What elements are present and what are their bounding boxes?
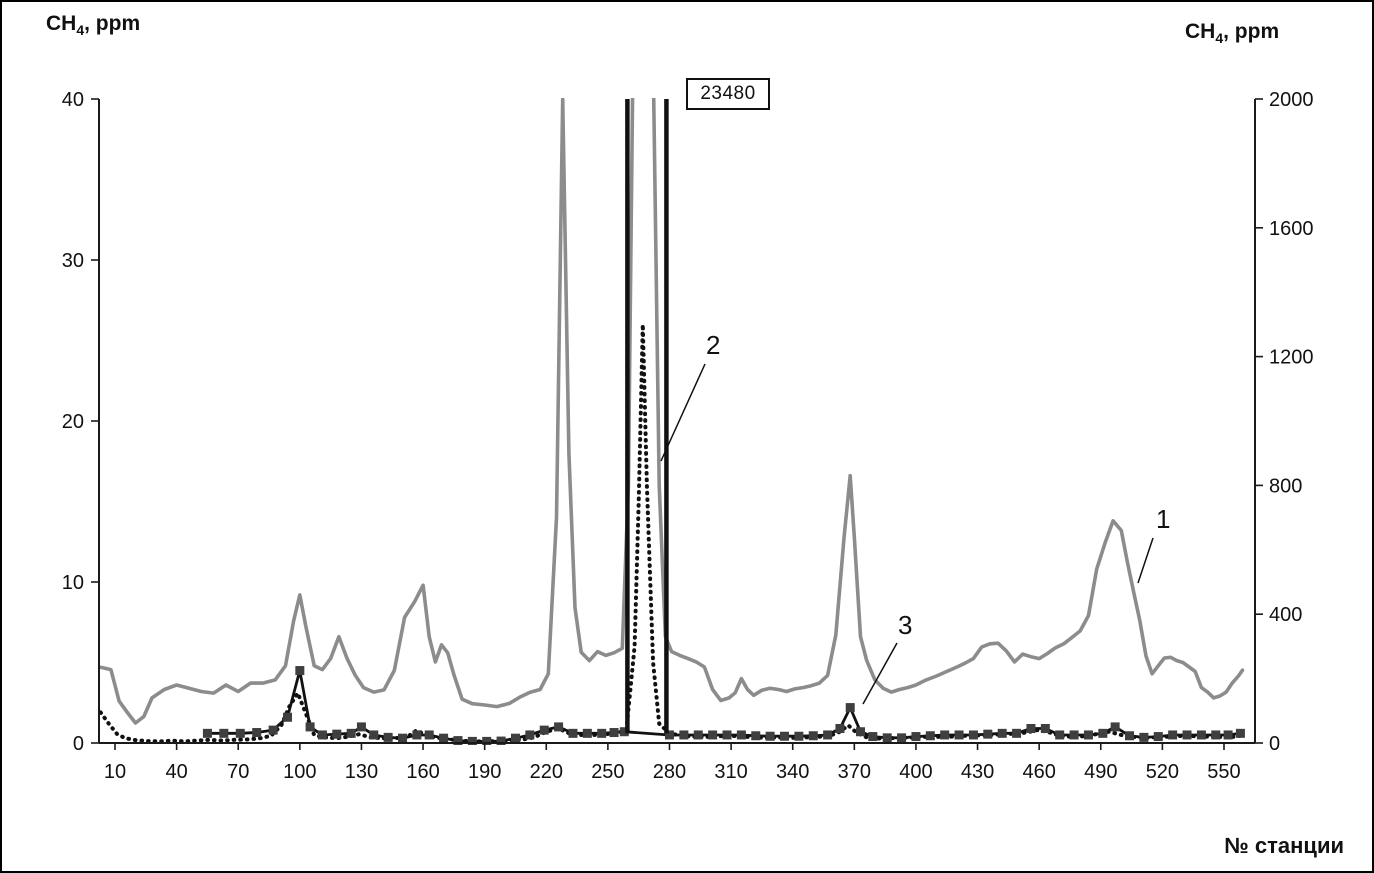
svg-text:190: 190 [468, 761, 501, 783]
svg-text:280: 280 [653, 761, 686, 783]
svg-text:0: 0 [73, 733, 84, 755]
svg-text:1200: 1200 [1269, 347, 1314, 369]
svg-text:2000: 2000 [1269, 89, 1314, 111]
y-left-axis-title: CH4, ppm [46, 12, 141, 39]
peak-value-annotation: 23480 [686, 78, 770, 110]
series-label-1: 1 [1156, 504, 1171, 534]
svg-text:0: 0 [1269, 733, 1280, 755]
svg-text:20: 20 [62, 411, 84, 433]
y-right-axis-title: CH4, ppm [1185, 20, 1280, 47]
svg-text:10: 10 [62, 572, 84, 594]
svg-text:250: 250 [591, 761, 624, 783]
x-axis-title: № станции [1224, 833, 1344, 858]
svg-text:1600: 1600 [1269, 218, 1314, 240]
svg-text:550: 550 [1207, 761, 1240, 783]
svg-text:10: 10 [104, 761, 126, 783]
svg-text:40: 40 [62, 89, 84, 111]
svg-text:400: 400 [899, 761, 932, 783]
svg-text:340: 340 [776, 761, 809, 783]
svg-text:310: 310 [714, 761, 747, 783]
svg-text:30: 30 [62, 250, 84, 272]
series-label-3: 3 [898, 610, 913, 640]
svg-text:370: 370 [838, 761, 871, 783]
svg-text:520: 520 [1146, 761, 1179, 783]
svg-text:100: 100 [283, 761, 316, 783]
svg-text:160: 160 [406, 761, 439, 783]
svg-text:130: 130 [345, 761, 378, 783]
svg-text:430: 430 [961, 761, 994, 783]
svg-text:800: 800 [1269, 475, 1302, 497]
svg-text:40: 40 [165, 761, 187, 783]
svg-text:220: 220 [530, 761, 563, 783]
series-label-2: 2 [706, 330, 721, 360]
svg-text:490: 490 [1084, 761, 1117, 783]
svg-text:460: 460 [1022, 761, 1055, 783]
svg-text:400: 400 [1269, 604, 1302, 626]
svg-text:70: 70 [227, 761, 249, 783]
